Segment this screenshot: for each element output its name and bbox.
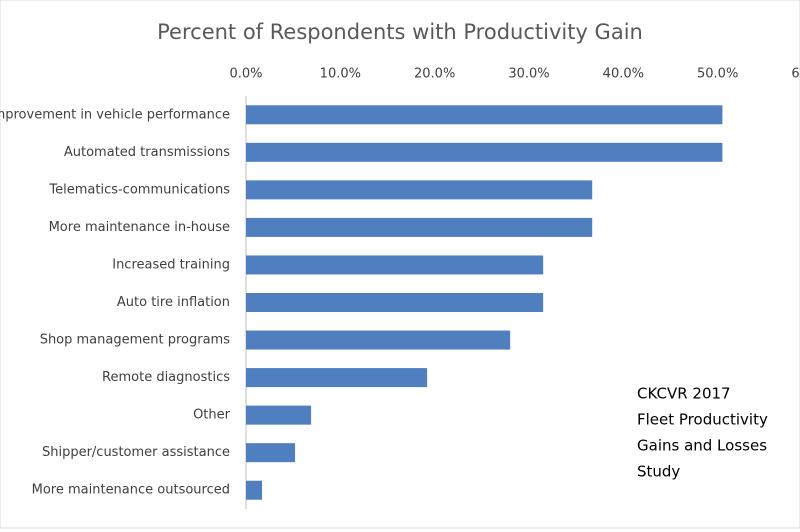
annotation: Gains and Losses — [637, 437, 767, 455]
annotation: CKCVR 2017 — [637, 385, 731, 403]
x-tick-label: 20.0% — [414, 67, 455, 82]
x-tick-label: 10.0% — [320, 67, 361, 82]
bar — [246, 255, 544, 275]
bar — [246, 293, 544, 312]
bar — [246, 142, 723, 162]
bar — [246, 330, 511, 350]
y-tick-label: Auto tire inflation — [117, 295, 230, 310]
y-tick-label: Shop management programs — [40, 333, 231, 348]
annotation: Fleet Productivity — [637, 411, 768, 429]
y-tick-label: Other — [193, 408, 231, 423]
y-tick-label: Telematics-communications — [48, 182, 230, 197]
y-tick-label: Automated transmissions — [64, 145, 230, 160]
x-tick-label: 30.0% — [508, 67, 549, 82]
bar — [246, 480, 263, 500]
bar — [246, 180, 593, 200]
annotation: Study — [637, 463, 680, 481]
y-tick-label: More maintenance in-house — [49, 220, 230, 235]
bar — [246, 105, 723, 125]
bar — [246, 368, 428, 388]
y-tick-label: More maintenance outsourced — [32, 483, 230, 498]
x-tick-label: 0.0% — [229, 67, 262, 82]
x-tick-label: 60.0% — [791, 67, 800, 82]
bar — [246, 405, 312, 425]
y-tick-label: Shipper/customer assistance — [42, 445, 230, 460]
x-tick-label: 40.0% — [603, 67, 644, 82]
bar — [246, 443, 296, 463]
chart-title: Percent of Respondents with Productivity… — [157, 20, 643, 44]
y-tick-label: Improvement in vehicle performance — [0, 107, 230, 122]
y-tick-label: Increased training — [112, 257, 230, 272]
bar — [246, 217, 593, 237]
x-tick-label: 50.0% — [697, 67, 738, 82]
y-tick-label: Remote diagnostics — [102, 370, 230, 385]
